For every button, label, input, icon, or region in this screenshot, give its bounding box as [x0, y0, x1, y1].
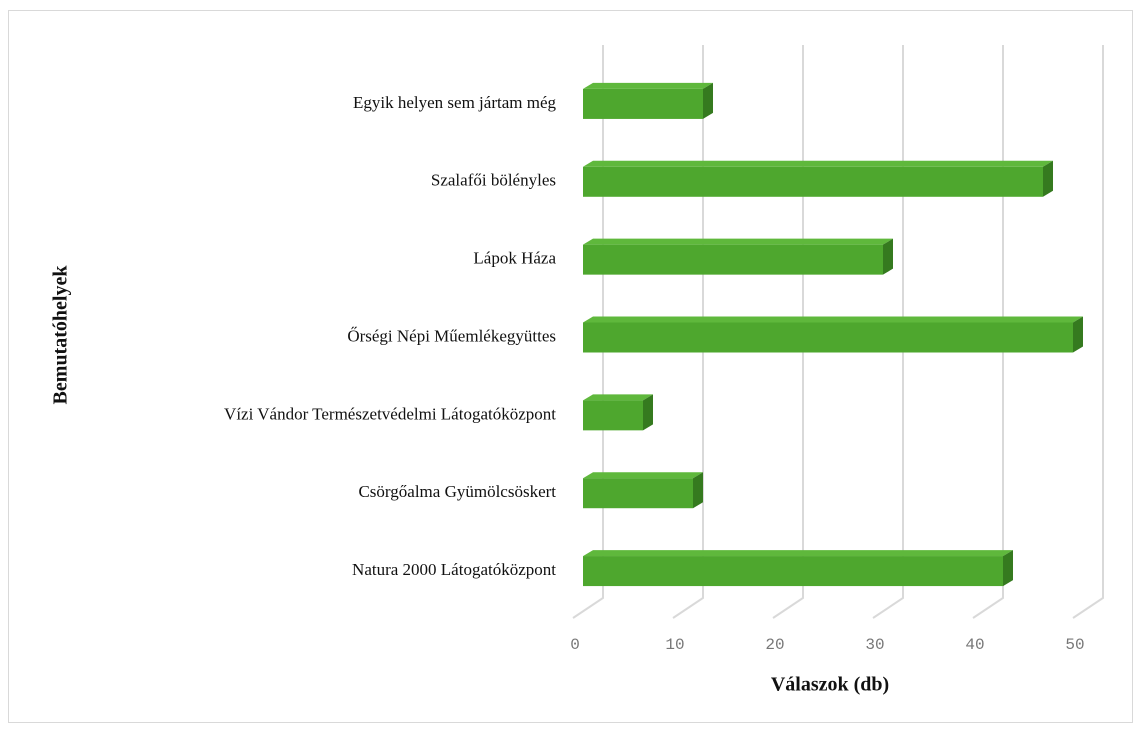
- bar-top: [583, 316, 1083, 323]
- y-tick-label: Vízi Vándor Természetvédelmi Látogatóköz…: [224, 404, 556, 423]
- bar: [583, 400, 643, 431]
- x-tick-label: 30: [865, 636, 884, 654]
- chart-border: [8, 10, 1133, 723]
- x-tick-label: 50: [1065, 636, 1084, 654]
- y-tick-label: Szalafői bölényles: [431, 171, 556, 190]
- y-tick-label: Csörgőalma Gyümölcsöskert: [358, 482, 556, 501]
- bar-side: [1003, 550, 1013, 587]
- grid-line: [1072, 45, 1104, 619]
- bar-side: [1073, 316, 1083, 353]
- bar-top: [583, 472, 703, 479]
- grid-line: [872, 45, 904, 619]
- x-axis-title: Válaszok (db): [771, 674, 889, 696]
- grid-line: [672, 45, 704, 619]
- y-axis-title: Bemutatóhelyek: [50, 265, 72, 405]
- bar-side: [643, 394, 653, 431]
- bar-top: [583, 394, 653, 401]
- y-tick-label: Őrségi Népi Műemlékegyüttes: [347, 326, 556, 345]
- grid-line: [972, 45, 1004, 619]
- y-tick-label: Lápok Háza: [473, 249, 556, 268]
- y-tick-label: Egyik helyen sem jártam még: [353, 93, 556, 112]
- grid-line: [772, 45, 804, 619]
- bar: [583, 556, 1003, 587]
- x-tick-label: 20: [765, 636, 784, 654]
- bar-side: [693, 472, 703, 509]
- bar: [583, 244, 883, 275]
- bar-top: [583, 82, 713, 89]
- x-tick-label: 10: [665, 636, 684, 654]
- bar-side: [1043, 160, 1053, 197]
- bar: [583, 88, 703, 119]
- bar: [583, 166, 1043, 197]
- bar: [583, 322, 1073, 353]
- grid-line: [572, 45, 604, 619]
- bar-top: [583, 238, 893, 245]
- x-tick-label: 0: [570, 636, 580, 654]
- y-tick-label: Natura 2000 Látogatóközpont: [352, 560, 556, 579]
- x-tick-label: 40: [965, 636, 984, 654]
- bar-side: [883, 238, 893, 275]
- bar-side: [703, 82, 713, 119]
- bar: [583, 478, 693, 509]
- bar-top: [583, 550, 1013, 557]
- bar-top: [583, 160, 1053, 167]
